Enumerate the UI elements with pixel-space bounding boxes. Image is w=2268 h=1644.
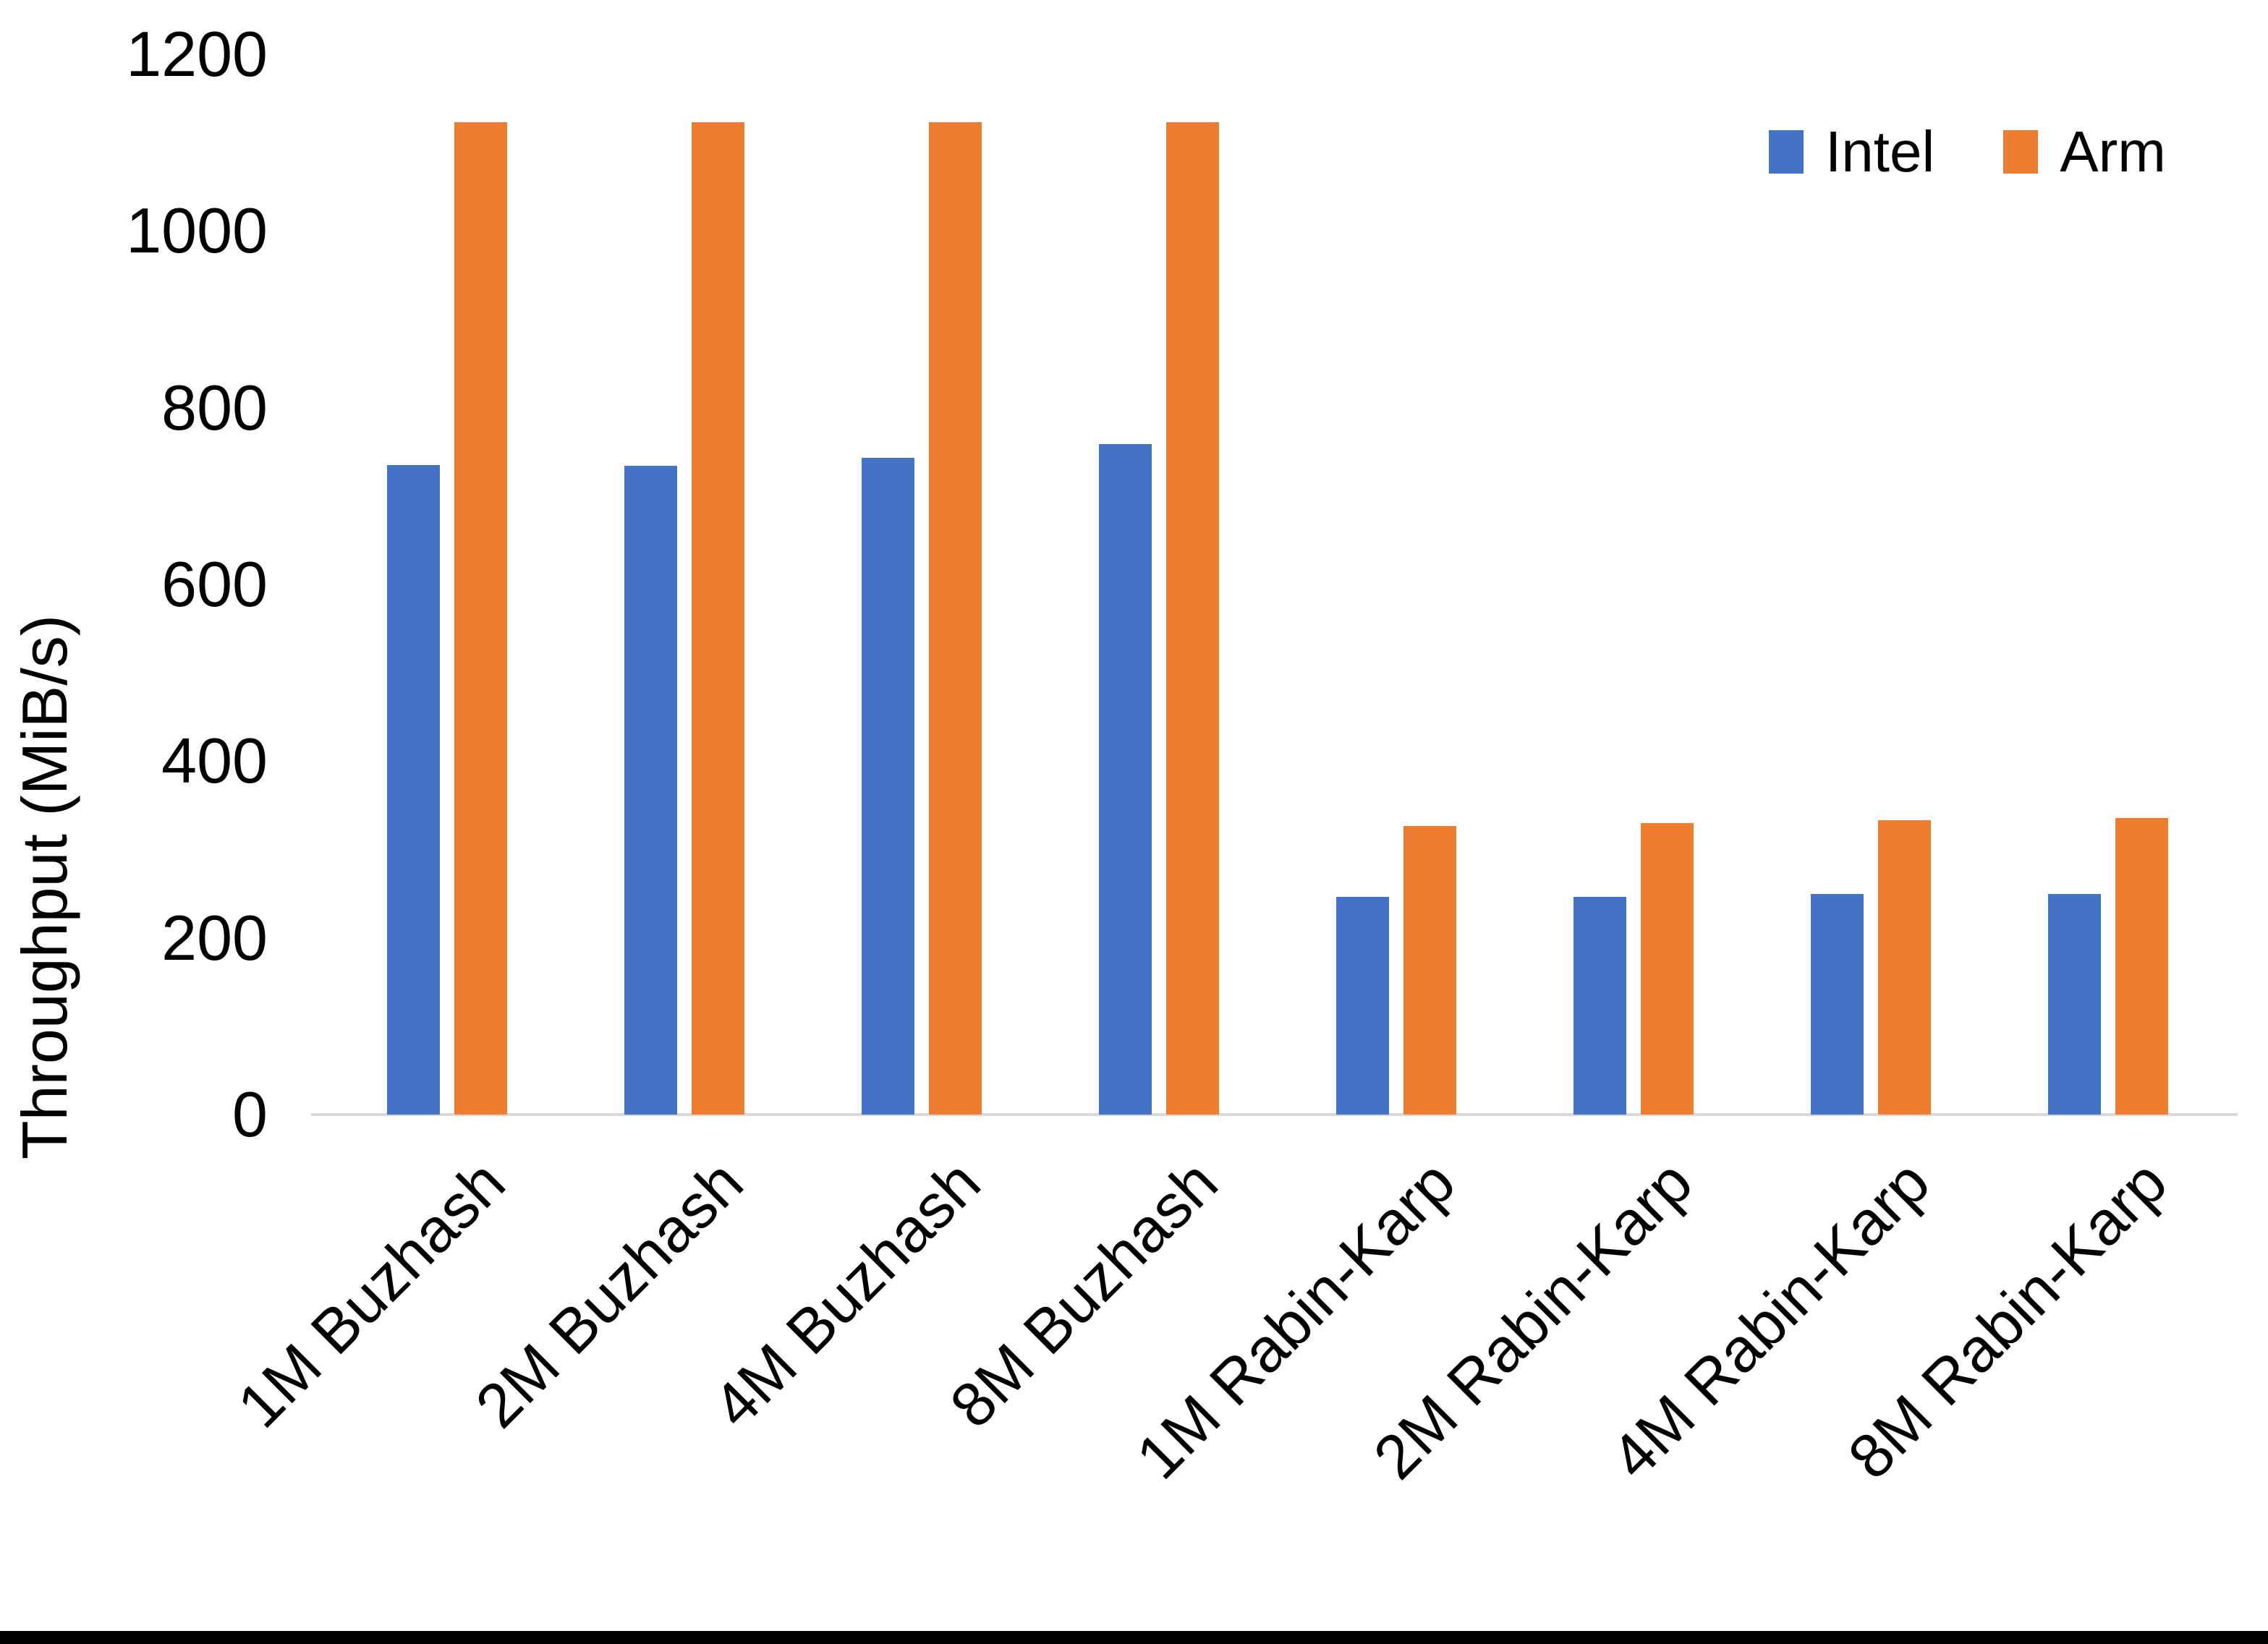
y-tick-400: 400 (161, 725, 268, 797)
bar-arm-4m-buzhash (928, 122, 982, 1115)
bar-arm-8m-rabin-karp (2115, 817, 2169, 1115)
y-tick-1000: 1000 (126, 195, 268, 267)
legend-swatch-intel (1769, 130, 1804, 174)
legend-item-intel: Intel (1769, 119, 1934, 184)
bar-arm-2m-buzhash (691, 122, 744, 1115)
bar-arm-4m-rabin-karp (1878, 820, 1932, 1115)
y-tick-1200: 1200 (126, 18, 268, 90)
x-axis-line (311, 1113, 2238, 1116)
bar-arm-8m-buzhash (1165, 122, 1219, 1115)
bar-intel-2m-rabin-karp (1573, 897, 1626, 1115)
legend-item-arm: Arm (2003, 119, 2166, 184)
legend-label-intel: Intel (1825, 119, 1935, 184)
bar-intel-2m-buzhash (624, 466, 677, 1115)
legend-label-arm: Arm (2060, 119, 2166, 184)
bar-arm-1m-rabin-karp (1403, 825, 1456, 1115)
bar-arm-2m-rabin-karp (1641, 822, 1694, 1115)
legend-swatch-arm (2003, 130, 2039, 174)
bar-intel-1m-rabin-karp (1335, 897, 1389, 1115)
y-tick-200: 200 (161, 901, 268, 974)
y-tick-800: 800 (161, 371, 268, 443)
bar-intel-4m-rabin-karp (1811, 893, 1864, 1115)
legend: Intel Arm (1769, 119, 2166, 184)
y-tick-0: 0 (232, 1078, 268, 1150)
bar-intel-8m-rabin-karp (2048, 893, 2102, 1115)
bottom-black-strip (0, 1631, 2268, 1644)
bar-intel-1m-buzhash (386, 465, 440, 1115)
y-tick-600: 600 (161, 548, 268, 620)
bar-intel-8m-buzhash (1098, 443, 1152, 1115)
bar-arm-1m-buzhash (454, 122, 507, 1115)
bar-intel-4m-buzhash (861, 458, 914, 1115)
